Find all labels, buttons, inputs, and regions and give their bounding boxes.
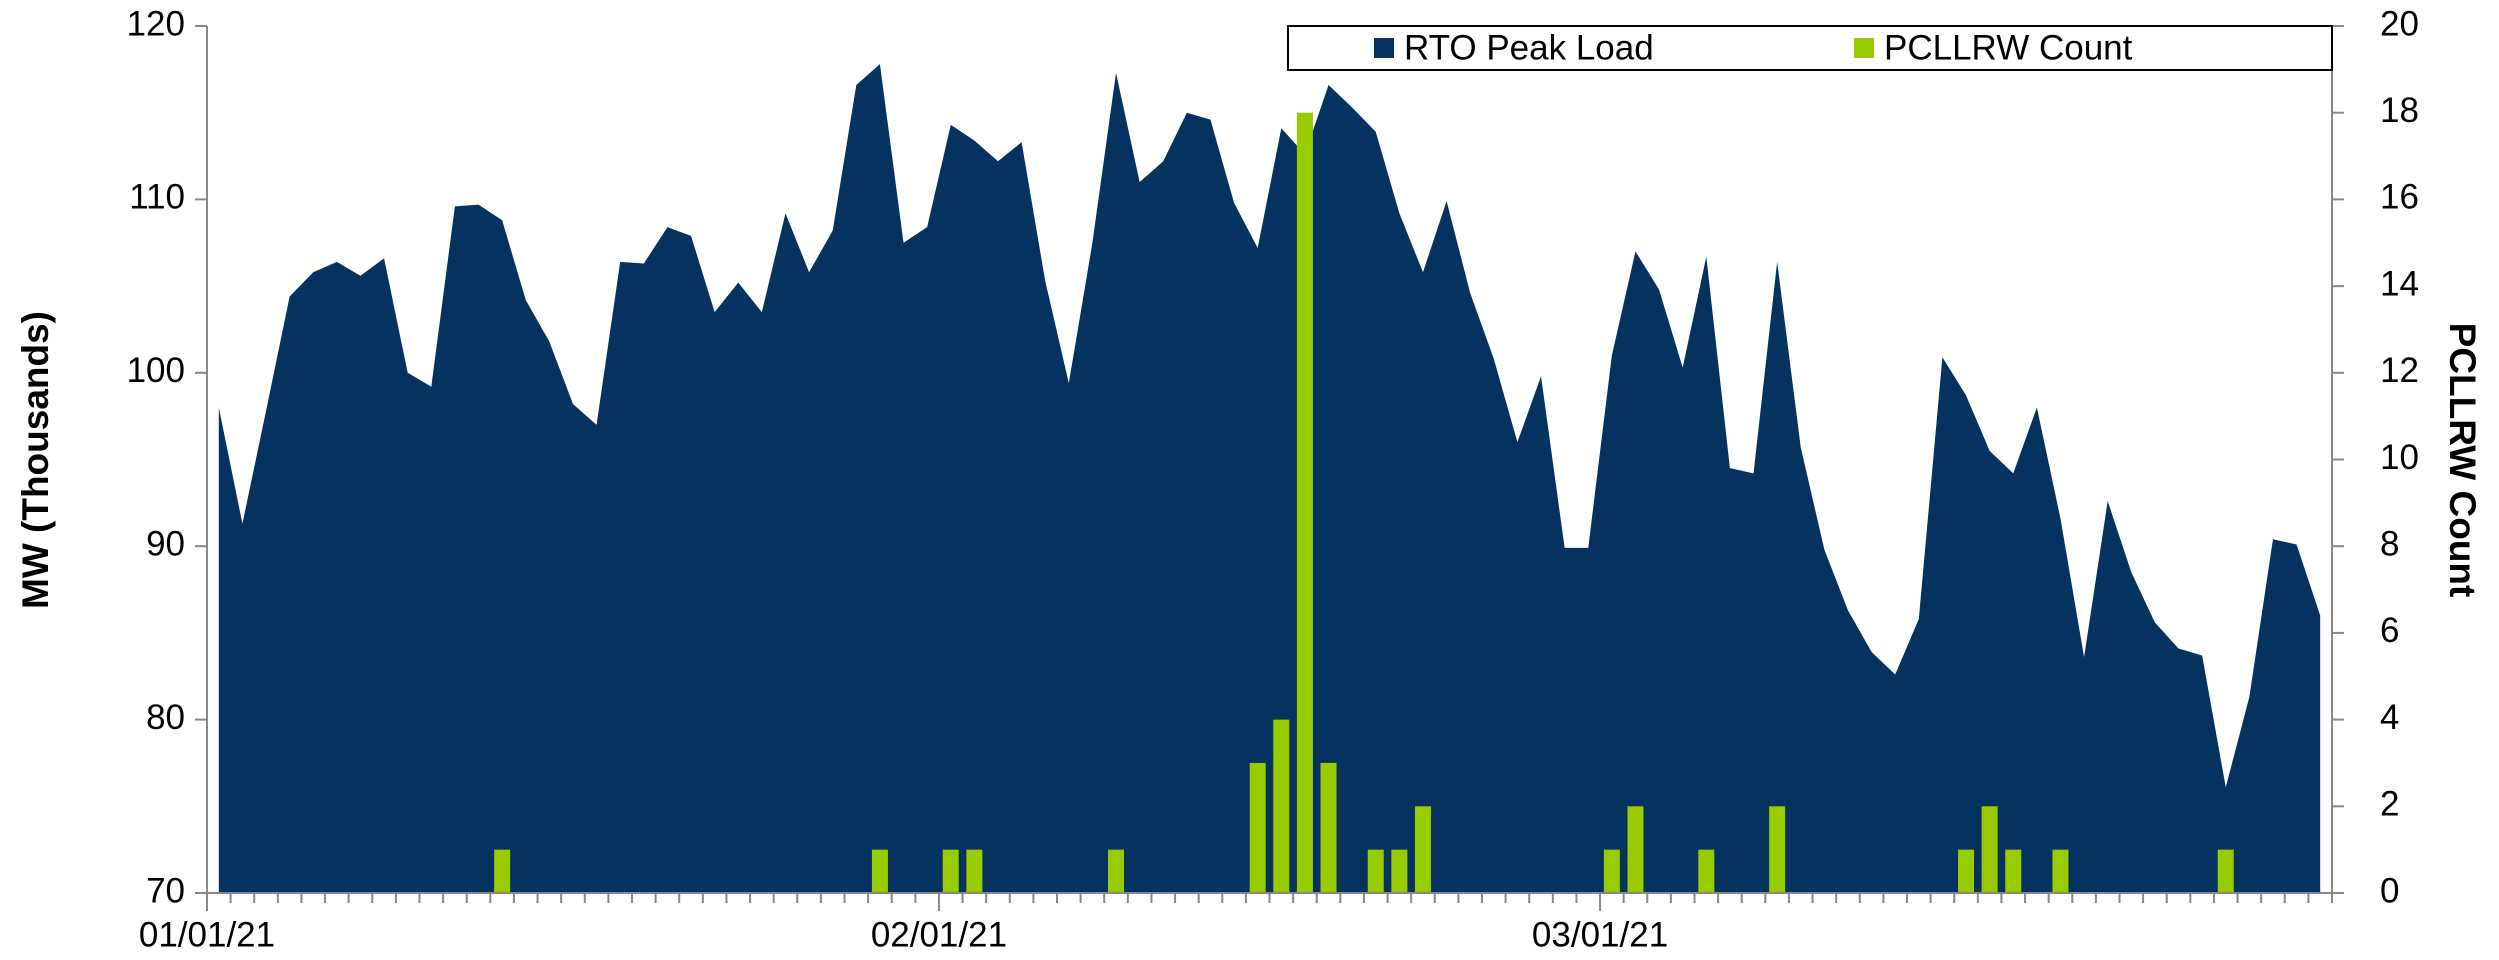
y2-tick-label: 4 — [2380, 698, 2399, 737]
legend-swatch — [1854, 38, 1874, 58]
y-tick-label: 90 — [146, 524, 185, 563]
bar — [2005, 849, 2022, 893]
area — [218, 64, 2321, 893]
y2-tick-label: 2 — [2380, 785, 2399, 824]
y-tick-label: 110 — [129, 178, 185, 217]
y2-tick-label: 6 — [2380, 611, 2399, 650]
y2-tick-label: 12 — [2380, 351, 2419, 390]
y2-tick-label: 0 — [2380, 871, 2399, 910]
bar — [1391, 849, 1408, 893]
y2-axis-title: PCLLRW Count — [2442, 323, 2483, 598]
x-tick-label: 03/01/21 — [1532, 915, 1668, 954]
bar — [942, 849, 959, 893]
legend-swatch — [1374, 38, 1394, 58]
bar — [1367, 849, 1384, 893]
legend-box — [1287, 25, 2333, 71]
y2-tick-label: 10 — [2380, 438, 2419, 477]
y2-tick-label: 16 — [2380, 178, 2419, 217]
bar — [1981, 806, 1998, 893]
bar — [871, 849, 888, 893]
bar — [1698, 849, 1715, 893]
bar — [1320, 762, 1337, 893]
y2-tick-label: 18 — [2380, 91, 2419, 130]
legend-label: PCLLRW Count — [1884, 28, 2133, 67]
y2-tick-label: 8 — [2380, 524, 2399, 563]
bar — [1249, 762, 1266, 893]
bar — [1108, 849, 1125, 893]
bar — [966, 849, 983, 893]
y-tick-label: 80 — [146, 698, 185, 737]
y2-tick-label: 20 — [2380, 4, 2419, 43]
y-tick-label: 120 — [127, 4, 185, 43]
y-tick-label: 100 — [127, 351, 185, 390]
bar — [2217, 849, 2234, 893]
x-tick-label: 02/01/21 — [871, 915, 1007, 954]
bar — [2052, 849, 2069, 893]
bar — [1603, 849, 1620, 893]
bar — [494, 849, 511, 893]
bar — [1414, 806, 1431, 893]
legend-label: RTO Peak Load — [1404, 28, 1654, 67]
bar — [1296, 112, 1313, 893]
bar — [1958, 849, 1975, 893]
y2-tick-label: 14 — [2380, 264, 2419, 303]
x-tick-label: 01/01/21 — [139, 915, 275, 954]
y-tick-label: 70 — [146, 871, 185, 910]
bar — [1769, 806, 1786, 893]
bar — [1627, 806, 1644, 893]
bar — [1273, 719, 1290, 893]
y-axis-title: MW (Thousands) — [15, 311, 56, 609]
